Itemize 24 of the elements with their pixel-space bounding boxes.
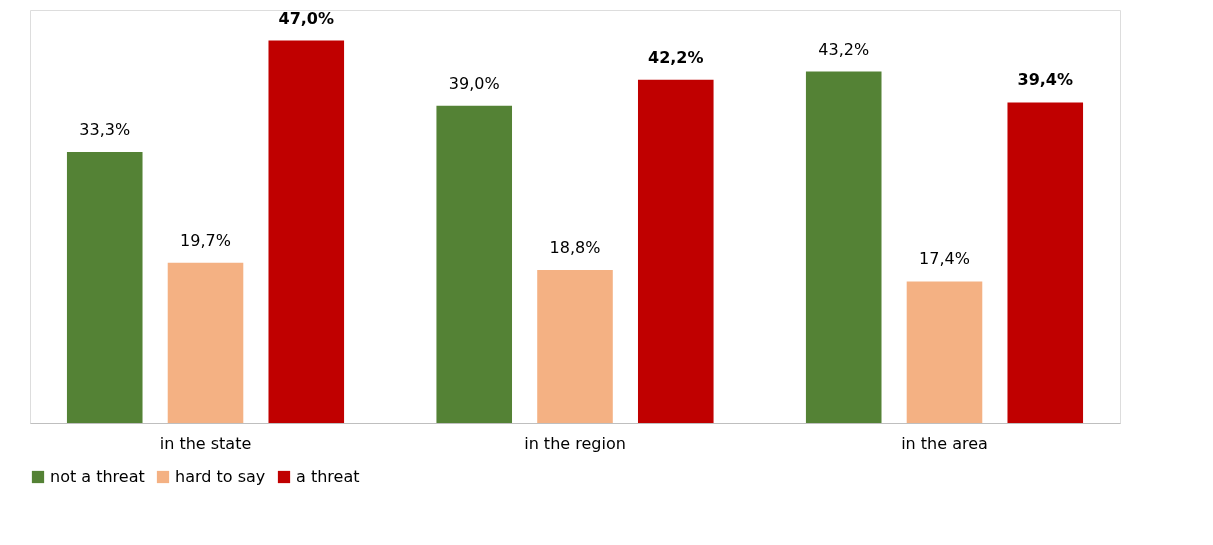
- legend-label: not a threat: [50, 467, 145, 486]
- bar: [537, 270, 613, 423]
- legend-label: a threat: [296, 467, 360, 486]
- data-label: 33,3%: [79, 120, 131, 140]
- bar: [805, 71, 882, 423]
- data-label: 19,7%: [180, 230, 231, 250]
- bar: [268, 40, 345, 423]
- legend-label: hard to say: [175, 467, 266, 486]
- bar: [436, 105, 513, 423]
- x-tick-label: in the area: [901, 433, 988, 453]
- bar: [66, 152, 143, 423]
- x-tick-label: in the region: [524, 433, 626, 453]
- x-tick-label: in the state: [159, 433, 252, 453]
- bar: [637, 79, 714, 423]
- data-label: 39,4%: [1017, 70, 1074, 90]
- data-label: 42,2%: [648, 47, 704, 67]
- data-label: 47,0%: [278, 8, 335, 28]
- data-label: 17,4%: [919, 249, 970, 269]
- data-label: 39,0%: [448, 73, 500, 93]
- bar: [1007, 102, 1084, 423]
- data-label: 43,2%: [818, 39, 870, 59]
- bar: [906, 281, 983, 423]
- data-label: 18,8%: [549, 238, 601, 258]
- bar: [167, 262, 244, 423]
